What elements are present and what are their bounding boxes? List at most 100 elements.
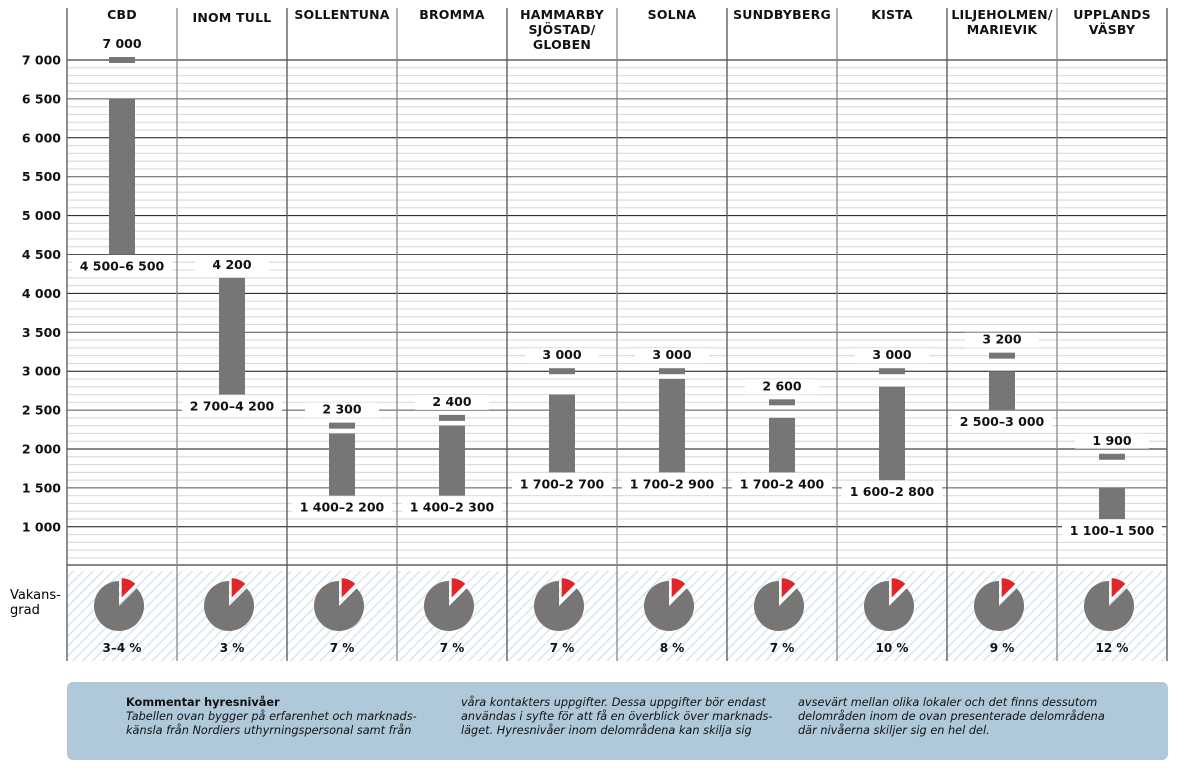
- column-header-line: LILJEHOLMEN/: [951, 7, 1052, 22]
- pie-base: [534, 581, 585, 631]
- peak-label: 3 000: [872, 347, 911, 362]
- vacancy-label: 8 %: [660, 641, 685, 655]
- y-tick-label: 2 500: [22, 403, 61, 418]
- peak-label: 2 300: [322, 402, 361, 417]
- vacancy-pie-4: 7 %: [424, 576, 475, 655]
- peak-marker: [439, 414, 465, 421]
- category-bars-3: 2 300 1 400–2 200: [292, 402, 392, 516]
- column-header: CBD: [107, 7, 137, 22]
- column-header-line: GLOBEN: [533, 37, 591, 52]
- range-label-bg: [952, 414, 1052, 431]
- vacancy-label: 3 %: [220, 641, 245, 655]
- pie-vacancy-slice: [120, 576, 138, 602]
- comment-title: Kommentar hyresnivåer: [126, 696, 280, 709]
- range-label-bg: [402, 499, 502, 516]
- range-bar: [329, 433, 355, 496]
- peak-marker: [329, 422, 355, 429]
- y-tick-label: 4 000: [22, 286, 61, 301]
- peak-label: 2 600: [762, 378, 801, 393]
- y-axis-ticks: 7 000 6 500 6 000 5 500 5 000 4 500 4 000 3 500…: [22, 53, 61, 535]
- column-header-line: KISTA: [871, 7, 913, 22]
- column-header: LILJEHOLMEN/MARIEVIK: [951, 7, 1052, 37]
- range-label-bg: [842, 484, 942, 501]
- peak-marker: [109, 57, 135, 63]
- range-bar: [219, 277, 245, 395]
- vacancy-label: 7 %: [550, 641, 575, 655]
- range-bar: [769, 417, 795, 473]
- peak-label: 4 200: [212, 257, 251, 272]
- pie-vacancy-slice: [1110, 576, 1128, 602]
- y-tick-label: 5 500: [22, 169, 61, 184]
- range-label: 1 600–2 800: [850, 484, 935, 499]
- peak-marker: [769, 399, 795, 406]
- y-tick-label: 6 500: [22, 91, 61, 106]
- pie-base: [863, 581, 914, 631]
- pie-vacancy-slice: [1000, 576, 1018, 602]
- vacancy-label: 9 %: [990, 641, 1015, 655]
- peak-label: 3 000: [542, 347, 581, 362]
- vacancy-label: 3–4 %: [103, 641, 142, 655]
- range-label-bg: [1062, 523, 1162, 540]
- range-label-bg: [512, 476, 612, 493]
- vacancy-pie-2: 3 %: [204, 576, 255, 655]
- peak-label: 7 000: [102, 36, 141, 51]
- range-label-bg: [622, 476, 722, 493]
- category-bars-6: 3 000 1 700–2 900: [622, 347, 722, 493]
- column-header-line: CBD: [107, 7, 137, 22]
- y-tick-label: 3 500: [22, 325, 61, 340]
- column-header-line: INOM TULL: [193, 10, 272, 25]
- vacancy-pie-7: 7 %: [754, 576, 804, 655]
- pie-vacancy-slice: [780, 576, 798, 602]
- y-tick-label: 7 000: [22, 53, 61, 68]
- column-header: HAMMARBY SJÖSTAD/GLOBEN: [520, 7, 605, 52]
- range-bars: 7 000 4 500–6 500 4 200 2 700–4 200 2 300 1 4…: [72, 36, 1162, 540]
- vacancy-pie-1: 3–4 %: [94, 576, 145, 655]
- column-header: UPPLANDS VÄSBY: [1073, 7, 1151, 37]
- comment-column-1: Kommentar hyresnivåer Tabellen ovan bygg…: [126, 696, 456, 738]
- range-label: 2 500–3 000: [960, 414, 1045, 429]
- peak-marker: [879, 368, 905, 375]
- comment-column-3: avsevärt mellan olika lokaler och det fi…: [798, 696, 1128, 738]
- range-bar: [439, 425, 465, 496]
- pie-base: [754, 581, 804, 631]
- category-bars-9: 3 200 2 500–3 000: [952, 332, 1052, 431]
- pie-vacancy-slice: [230, 576, 248, 602]
- category-bars-4: 2 400 1 400–2 300: [402, 394, 502, 516]
- peak-label-bg: [635, 348, 709, 364]
- column-header-line: MARIEVIK: [967, 22, 1039, 37]
- range-label: 4 500–6 500: [80, 259, 165, 274]
- vacancy-label: 7 %: [770, 641, 795, 655]
- pie-base: [1084, 581, 1134, 631]
- peak-label-bg: [965, 332, 1039, 348]
- peak-label-bg: [745, 379, 819, 395]
- rent-level-chart: 7 000 6 500 6 000 5 500 5 000 4 500 4 000 3 500…: [10, 7, 1168, 661]
- category-bars-7: 2 600 1 700–2 400: [732, 378, 832, 493]
- peak-label-bg: [415, 394, 489, 410]
- pie-base: [643, 581, 694, 631]
- pie-vacancy-slice: [340, 576, 358, 602]
- vacancy-pie-8: 10 %: [863, 576, 914, 655]
- category-bars-10: 1 900 1 100–1 500: [1062, 433, 1162, 540]
- category-bars-5: 3 000 1 700–2 700: [512, 347, 612, 493]
- column-header-line: SUNDBYBERG: [733, 7, 831, 22]
- peak-label-bg: [525, 348, 599, 364]
- y-tick-label: 3 000: [22, 364, 61, 379]
- vacancy-pie-6: 8 %: [643, 576, 694, 655]
- y-tick-label: 5 000: [22, 208, 61, 223]
- range-bar: [879, 386, 905, 481]
- vacancy-label: 7 %: [440, 641, 465, 655]
- category-bars-2: 4 200 2 700–4 200: [182, 257, 282, 415]
- peak-label: 2 400: [432, 394, 471, 409]
- comment-text-1: Tabellen ovan bygger på erfarenhet och m…: [126, 710, 417, 737]
- peak-label-bg: [195, 257, 269, 273]
- range-label: 1 400–2 200: [300, 500, 385, 515]
- pie-base: [424, 581, 475, 631]
- peak-marker: [1099, 453, 1125, 460]
- peak-marker: [659, 368, 685, 375]
- column-header: KISTA: [871, 7, 913, 22]
- comment-box: Kommentar hyresnivåer Tabellen ovan bygg…: [67, 682, 1168, 760]
- column-header-line: SJÖSTAD/: [528, 22, 595, 37]
- column-headers: CBD INOM TULL SOLLENTUNA BROMMA HAMMARBY SJÖS…: [107, 7, 1151, 52]
- range-label: 1 700–2 700: [520, 476, 605, 491]
- comment-text-2: våra kontakters uppgifter. Dessa uppgift…: [461, 696, 773, 737]
